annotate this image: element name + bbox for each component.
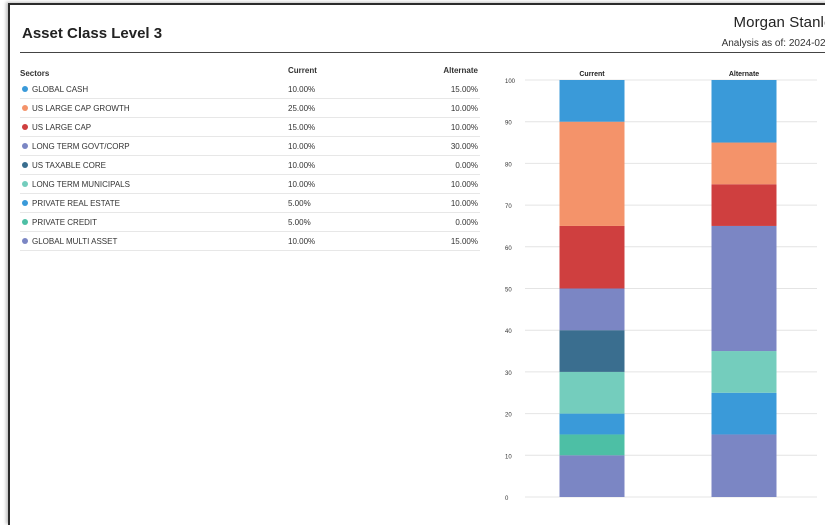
legend-dot-icon	[22, 86, 28, 92]
alternate-cell: 0.00%	[455, 217, 478, 227]
table-row: LONG TERM MUNICIPALS 10.00% 10.00%	[20, 175, 480, 194]
allocation-table: Sectors Current Alternate GLOBAL CASH 10.…	[20, 66, 480, 251]
bar-segment	[711, 434, 777, 497]
legend-dot-icon	[22, 200, 28, 206]
sector-cell: GLOBAL MULTI ASSET	[20, 237, 288, 246]
col-header-alternate: Alternate	[443, 66, 478, 75]
current-cell: 5.00%	[288, 217, 311, 227]
table-row: LONG TERM GOVT/CORP 10.00% 30.00%	[20, 137, 480, 156]
y-tick-label: 80	[505, 162, 512, 168]
sector-label: US LARGE CAP	[32, 122, 92, 132]
bar-segment	[559, 121, 625, 226]
bar-segment	[711, 142, 777, 185]
current-cell: 10.00%	[288, 179, 316, 189]
alternate-cell: 10.00%	[450, 122, 478, 132]
alternate-cell: 0.00%	[455, 160, 478, 170]
y-tick-label: 30	[505, 371, 512, 377]
legend-dot-icon	[22, 124, 28, 130]
bar-segment	[559, 80, 625, 122]
page-title: Asset Class Level 3	[22, 25, 163, 42]
current-cell: 10.00%	[288, 84, 316, 94]
sector-cell: LONG TERM MUNICIPALS	[20, 180, 288, 189]
y-tick-label: 70	[505, 204, 512, 210]
brand-logo-text: Morgan Stanley	[733, 14, 825, 31]
y-tick-label: 20	[505, 413, 512, 419]
bar-segment	[559, 330, 625, 372]
current-cell: 25.00%	[288, 103, 316, 113]
alternate-cell: 30.00%	[450, 141, 478, 151]
bar-segment	[559, 371, 625, 414]
table-row: US TAXABLE CORE 10.00% 0.00%	[20, 156, 480, 175]
table-row: GLOBAL CASH 10.00% 15.00%	[20, 80, 480, 99]
table-row: PRIVATE REAL ESTATE 5.00% 10.00%	[20, 194, 480, 213]
sector-cell: PRIVATE CREDIT	[20, 218, 288, 227]
current-cell: 15.00%	[288, 122, 316, 132]
report-panel: Asset Class Level 3 Morgan Stanley Analy…	[8, 3, 825, 525]
y-tick-label: 60	[505, 246, 512, 252]
x-category-label: Alternate	[729, 71, 759, 78]
y-tick-label: 40	[505, 329, 512, 335]
alternate-cell: 10.00%	[450, 179, 478, 189]
col-header-sectors: Sectors	[20, 68, 50, 78]
sector-label: PRIVATE CREDIT	[32, 217, 98, 227]
bar-segment	[559, 288, 625, 331]
bar-segment	[711, 351, 777, 393]
alternate-cell: 10.00%	[450, 198, 478, 208]
sector-label: US LARGE CAP GROWTH	[32, 103, 130, 113]
x-category-label: Current	[579, 71, 605, 78]
legend-dot-icon	[22, 162, 28, 168]
current-cell: 10.00%	[288, 236, 316, 246]
table-body: GLOBAL CASH 10.00% 15.00% US LARGE CAP GROW…	[20, 80, 480, 251]
sector-label: PRIVATE REAL ESTATE	[32, 198, 121, 208]
y-tick-label: 100	[505, 79, 516, 85]
table-row: PRIVATE CREDIT 5.00% 0.00%	[20, 213, 480, 232]
sector-cell: LONG TERM GOVT/CORP	[20, 142, 288, 151]
bar-segment	[711, 225, 777, 352]
legend-dot-icon	[22, 238, 28, 244]
sector-cell: US LARGE CAP GROWTH	[20, 104, 288, 113]
as-of-date: 2024-02-22	[788, 38, 825, 49]
sector-label: GLOBAL CASH	[32, 84, 89, 94]
bar-segment	[559, 434, 625, 456]
sector-cell: US LARGE CAP	[20, 123, 288, 132]
legend-dot-icon	[22, 143, 28, 149]
bar-segment	[559, 455, 625, 497]
current-cell: 5.00%	[288, 198, 311, 208]
table-row: US LARGE CAP 15.00% 10.00%	[20, 118, 480, 137]
header-divider	[20, 52, 825, 53]
sector-label: LONG TERM GOVT/CORP	[32, 141, 130, 151]
current-cell: 10.00%	[288, 141, 316, 151]
bar-segment	[711, 392, 777, 435]
sector-cell: PRIVATE REAL ESTATE	[20, 199, 288, 208]
current-cell: 10.00%	[288, 160, 316, 170]
sector-label: GLOBAL MULTI ASSET	[32, 236, 118, 246]
sector-label: LONG TERM MUNICIPALS	[32, 179, 130, 189]
alternate-cell: 15.00%	[450, 236, 478, 246]
stacked-bar-chart: 0 10 20 30 40 50 60 70 80 90 100 Current Alternate	[505, 71, 817, 502]
y-tick-label: 0	[505, 496, 509, 502]
table-row: GLOBAL MULTI ASSET 10.00% 15.00%	[20, 232, 480, 251]
y-tick-label: 90	[505, 121, 512, 127]
as-of-line: Analysis as of: 2024-02-22	[722, 38, 825, 49]
as-of-label: Analysis as of:	[721, 38, 787, 49]
col-header-current: Current	[288, 66, 317, 75]
y-tick-label: 10	[505, 454, 512, 460]
sector-cell: GLOBAL CASH	[20, 85, 288, 94]
legend-dot-icon	[22, 105, 28, 111]
alternate-cell: 15.00%	[450, 84, 478, 94]
y-tick-label: 50	[505, 288, 512, 294]
table-header: Sectors Current Alternate	[20, 66, 480, 80]
sector-label: US TAXABLE CORE	[32, 160, 106, 170]
bar-segment	[559, 413, 625, 435]
bar-segment	[711, 184, 777, 226]
legend-dot-icon	[22, 181, 28, 187]
legend-dot-icon	[22, 219, 28, 225]
bar-segment	[559, 225, 625, 289]
sector-cell: US TAXABLE CORE	[20, 161, 288, 170]
bar-segment	[711, 80, 777, 143]
alternate-cell: 10.00%	[450, 103, 478, 113]
table-row: US LARGE CAP GROWTH 25.00% 10.00%	[20, 99, 480, 118]
